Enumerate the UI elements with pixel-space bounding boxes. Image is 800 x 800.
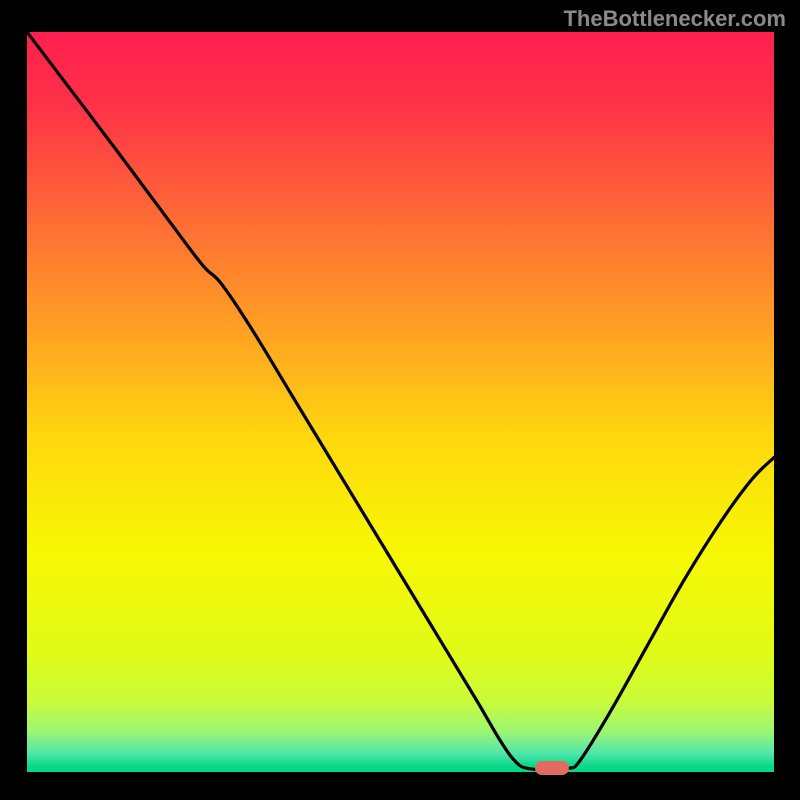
plot-svg: [27, 32, 774, 772]
chart-container: TheBottlenecker.com: [0, 0, 800, 800]
bottleneck-curve: [27, 32, 774, 770]
plot-area: [27, 32, 774, 772]
optimum-marker: [535, 761, 569, 775]
watermark-text: TheBottlenecker.com: [563, 6, 786, 32]
